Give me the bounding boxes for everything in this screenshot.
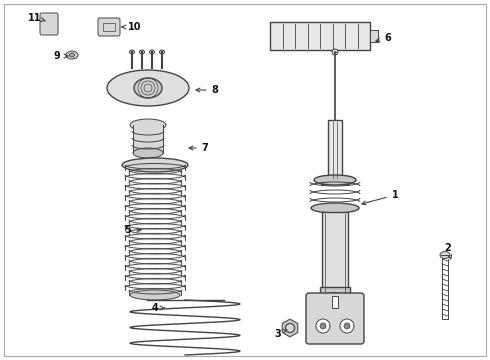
Circle shape <box>340 319 354 333</box>
Ellipse shape <box>149 50 154 54</box>
Ellipse shape <box>130 290 180 300</box>
Text: 3: 3 <box>274 329 287 339</box>
Text: 6: 6 <box>376 33 392 43</box>
Ellipse shape <box>160 50 165 54</box>
Bar <box>321 176 349 184</box>
Bar <box>270 22 370 50</box>
Ellipse shape <box>311 203 359 213</box>
Ellipse shape <box>140 50 145 54</box>
Ellipse shape <box>134 78 162 98</box>
Circle shape <box>316 319 330 333</box>
Circle shape <box>320 323 326 329</box>
Bar <box>133 125 163 153</box>
Text: 7: 7 <box>189 143 208 153</box>
Ellipse shape <box>320 293 350 301</box>
FancyBboxPatch shape <box>98 18 120 36</box>
Text: 8: 8 <box>196 85 219 95</box>
Text: 2: 2 <box>444 243 452 259</box>
Bar <box>320 287 350 297</box>
Circle shape <box>344 323 350 329</box>
Ellipse shape <box>440 252 450 258</box>
Circle shape <box>332 49 338 55</box>
Bar <box>370 30 378 42</box>
FancyBboxPatch shape <box>306 293 364 344</box>
Text: 11: 11 <box>28 13 45 23</box>
Bar <box>328 120 342 180</box>
Text: 1: 1 <box>362 190 398 205</box>
Text: 5: 5 <box>124 225 141 235</box>
Ellipse shape <box>314 175 356 185</box>
Text: 10: 10 <box>122 22 142 32</box>
FancyBboxPatch shape <box>40 13 58 35</box>
Ellipse shape <box>129 50 134 54</box>
Ellipse shape <box>133 148 163 158</box>
Ellipse shape <box>122 158 188 172</box>
Text: 4: 4 <box>151 303 164 313</box>
Text: 9: 9 <box>53 51 68 61</box>
Bar <box>322 212 348 295</box>
Bar <box>332 296 338 308</box>
Ellipse shape <box>130 119 166 131</box>
Ellipse shape <box>107 70 189 106</box>
Ellipse shape <box>70 53 74 57</box>
Ellipse shape <box>66 51 78 59</box>
Bar <box>103 23 115 31</box>
